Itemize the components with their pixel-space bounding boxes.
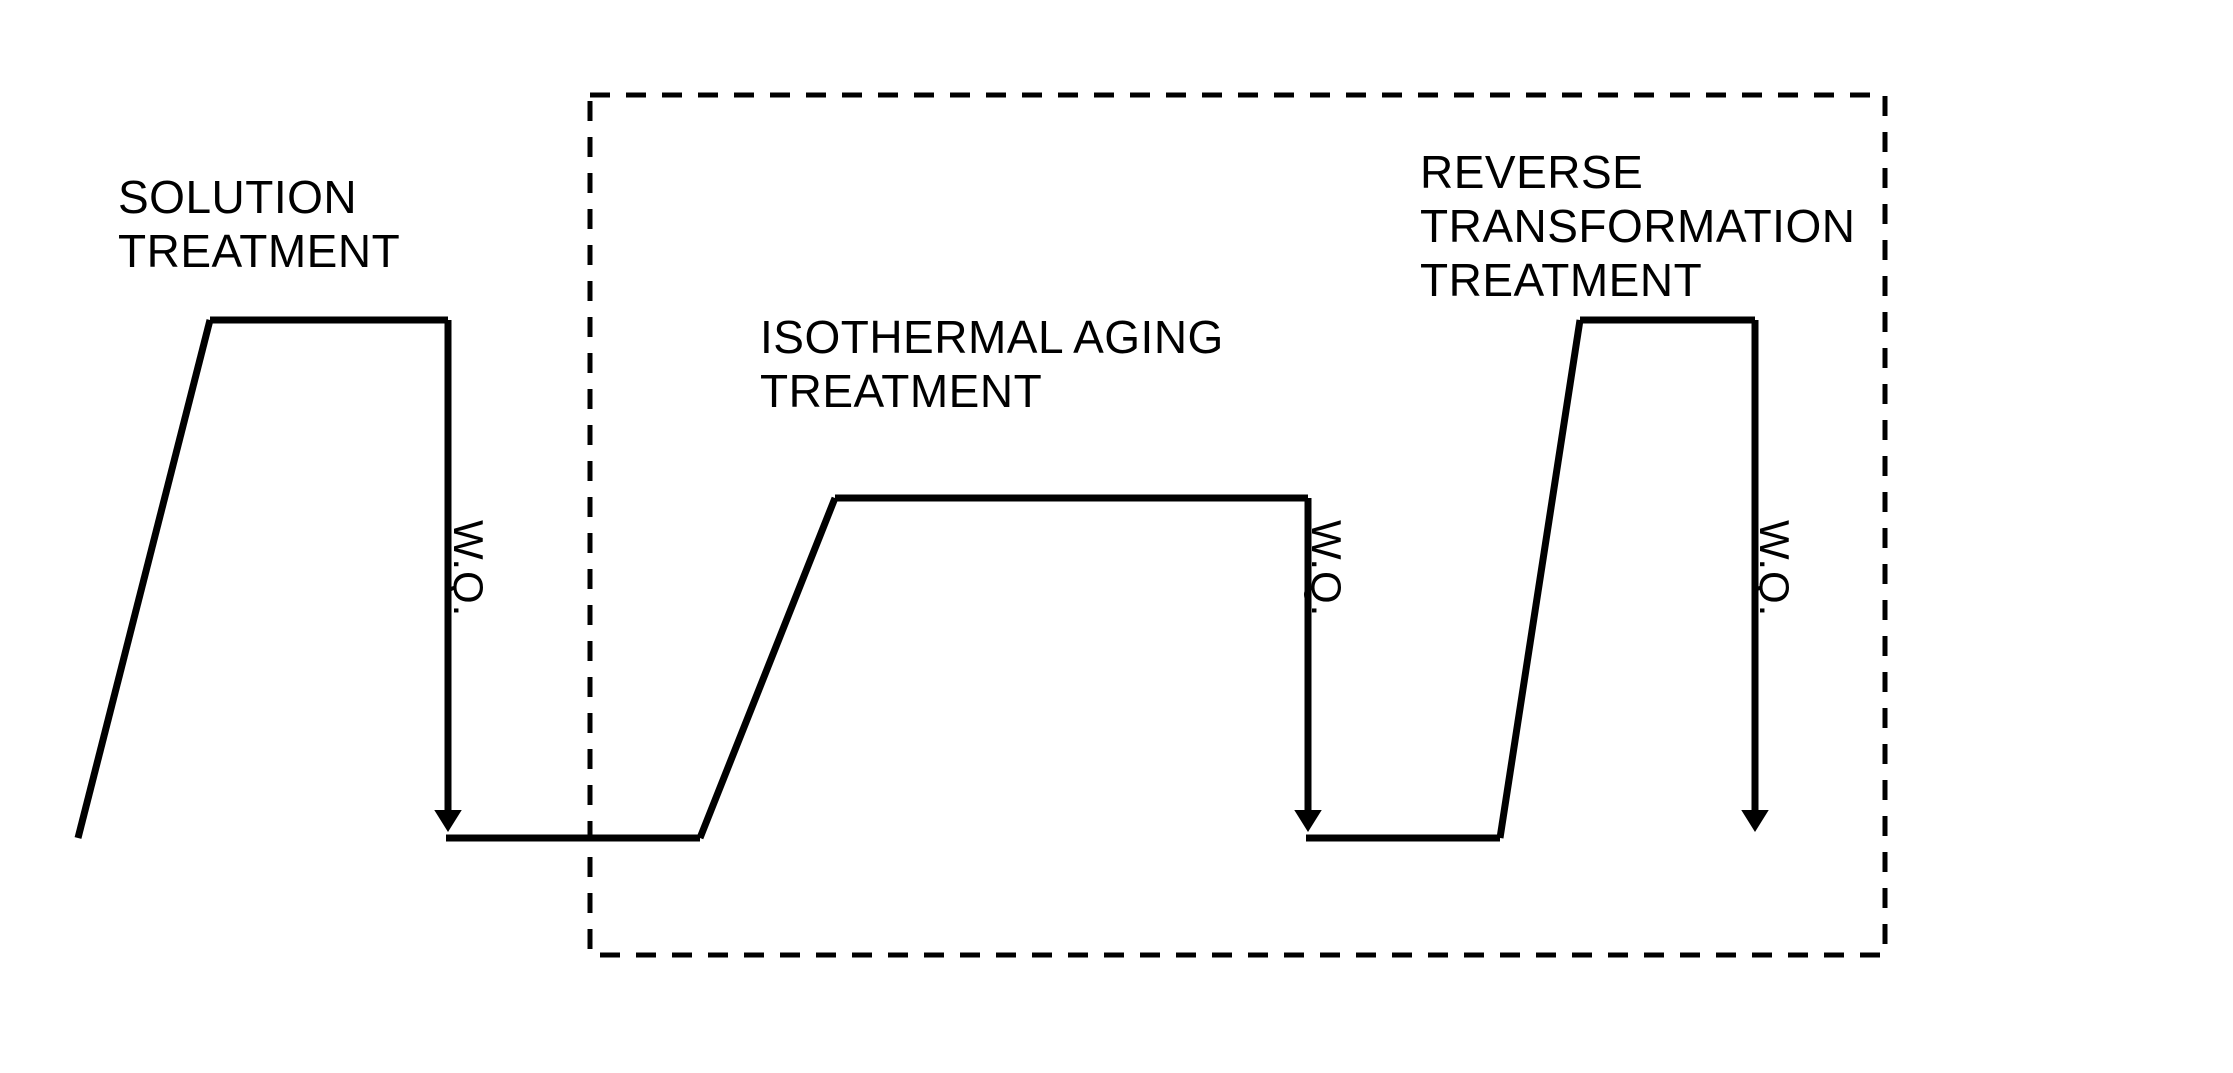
solution-treatment-label: SOLUTION TREATMENT bbox=[118, 170, 400, 278]
wq-label-2: W.Q. bbox=[1302, 520, 1350, 617]
reverse-arrow bbox=[1741, 810, 1769, 832]
isothermal-arrow bbox=[1294, 810, 1322, 832]
isothermal-aging-label: ISOTHERMAL AGING TREATMENT bbox=[760, 310, 1224, 418]
reverse-ramp bbox=[1500, 320, 1580, 838]
isothermal-ramp bbox=[700, 498, 835, 838]
solution-ramp bbox=[78, 320, 210, 838]
wq-label-1: W.Q. bbox=[444, 520, 492, 617]
wq-label-3: W.Q. bbox=[1750, 520, 1798, 617]
reverse-transformation-label: REVERSE TRANSFORMATION TREATMENT bbox=[1420, 145, 1855, 307]
solution-arrow bbox=[434, 810, 462, 832]
diagram-canvas bbox=[0, 0, 2233, 1073]
